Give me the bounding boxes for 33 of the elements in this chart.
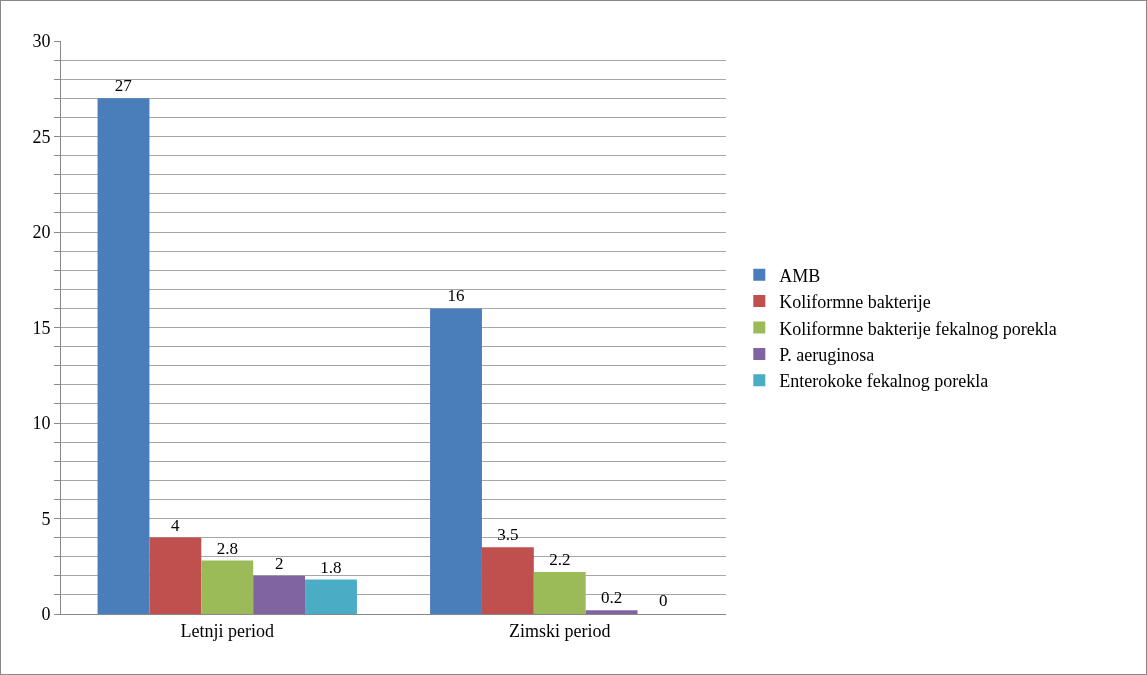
x-tick-label: Letnji period	[180, 620, 274, 641]
data-label: 16	[447, 286, 465, 306]
bar	[481, 547, 534, 614]
bar	[97, 98, 150, 614]
bar	[305, 579, 357, 614]
legend-label: Koliformne bakterije fekalnog porekla	[779, 318, 1057, 339]
x-tick-label: Zimski period	[509, 620, 611, 641]
legend-label: Enterokoke fekalnog porekla	[779, 371, 989, 392]
data-label: 4	[170, 515, 180, 535]
data-label: 2.2	[549, 549, 571, 569]
data-label: 27	[114, 76, 133, 96]
bar	[585, 610, 638, 614]
data-label: 1.8	[320, 557, 342, 577]
bar	[430, 308, 482, 614]
annotation: 0	[659, 591, 668, 610]
y-tick-label: 10	[32, 413, 51, 434]
legend-label: AMB	[779, 265, 821, 286]
bar	[149, 537, 202, 614]
y-tick-label: 0	[41, 604, 51, 625]
y-tick-label: 30	[32, 31, 51, 52]
y-tick-label: 15	[32, 317, 51, 338]
bar	[253, 575, 306, 614]
data-label: 2.8	[216, 538, 238, 558]
legend-label: Koliformne bakterije	[779, 292, 931, 313]
legend-label: P. aeruginosa	[779, 344, 875, 365]
data-label: 0.2	[600, 588, 623, 608]
y-tick-label: 25	[32, 126, 51, 147]
data-label: 3.5	[497, 525, 519, 545]
bar	[533, 571, 586, 614]
y-tick-label: 5	[41, 508, 51, 529]
y-tick-label: 20	[32, 222, 51, 243]
data-label: 2	[274, 553, 284, 573]
bar	[201, 560, 254, 614]
